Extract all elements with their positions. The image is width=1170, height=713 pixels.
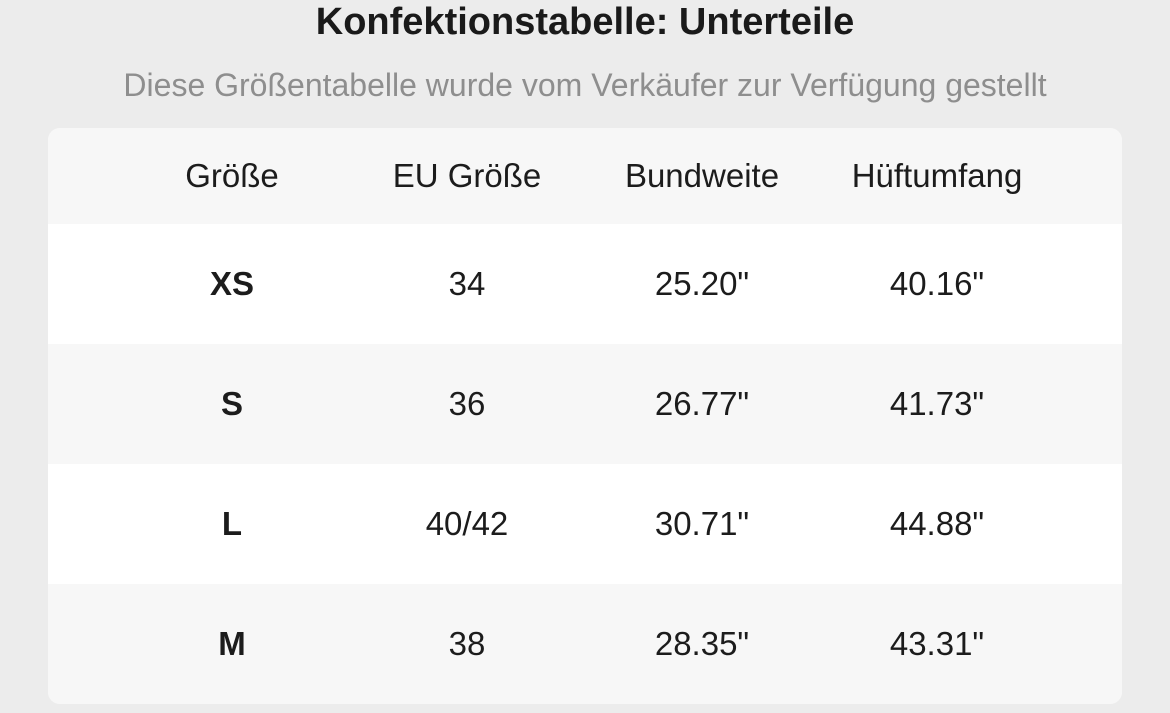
- header-cell-eu-size: EU Größe: [392, 157, 542, 194]
- hip-cell: 44.88": [889, 505, 985, 542]
- table-row: XS 34 25.20" 40.16": [48, 224, 1122, 344]
- waist-cell: 28.35": [654, 625, 750, 662]
- waist-cell: 30.71": [654, 505, 750, 542]
- page-title: Konfektionstabelle: Unterteile: [315, 1, 855, 43]
- hip-cell: 41.73": [889, 385, 985, 422]
- table-row: S 36 26.77" 41.73": [48, 344, 1122, 464]
- header-cell-size: Größe: [185, 157, 279, 194]
- eu-size-cell: 38: [448, 625, 486, 662]
- eu-size-cell: 36: [448, 385, 486, 422]
- eu-size-cell: 34: [448, 265, 486, 302]
- waist-cell: 25.20": [654, 265, 750, 302]
- size-cell: S: [220, 385, 243, 422]
- size-cell: XS: [209, 265, 255, 302]
- hip-cell: 40.16": [889, 265, 985, 302]
- size-cell: L: [221, 505, 243, 542]
- header-cell-waist: Bundweite: [624, 157, 780, 194]
- waist-cell: 26.77": [654, 385, 750, 422]
- header-cell-hip: Hüftumfang: [851, 157, 1023, 194]
- table-header-row: Größe EU Größe Bundweite Hüftumfang: [48, 128, 1122, 224]
- size-cell: M: [218, 625, 246, 662]
- eu-size-cell: 40/42: [425, 505, 509, 542]
- table-row: M 38 28.35" 43.31": [48, 584, 1122, 704]
- page-subtitle: Diese Größentabelle wurde vom Verkäufer …: [123, 67, 1047, 103]
- size-chart-table: Größe EU Größe Bundweite Hüftumfang XS 3…: [48, 128, 1122, 704]
- hip-cell: 43.31": [889, 625, 985, 662]
- table-row: L 40/42 30.71" 44.88": [48, 464, 1122, 584]
